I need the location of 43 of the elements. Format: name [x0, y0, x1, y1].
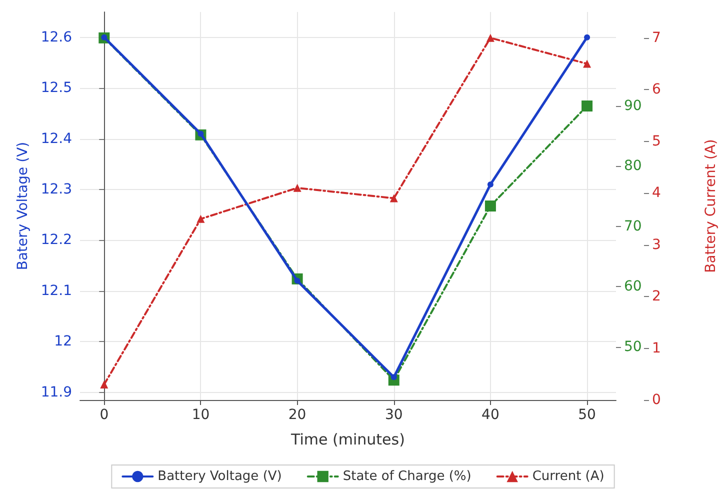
point — [486, 34, 494, 42]
y3-tick-label: 80 — [624, 158, 642, 174]
point — [484, 200, 496, 212]
legend-label: State of Charge (%) — [342, 469, 472, 484]
y2-tick-label: 6 — [652, 82, 661, 98]
y3-tick-label: 90 — [624, 98, 642, 114]
y2-tick-label: 1 — [652, 340, 661, 356]
y-tick-label: 12.2 — [40, 232, 72, 248]
y-tick-label: 12 — [54, 334, 72, 350]
y2-tick-label: 7 — [652, 30, 661, 46]
y-tick-label: 12.3 — [40, 182, 72, 198]
point — [100, 380, 108, 388]
point — [487, 181, 494, 188]
point — [196, 214, 205, 223]
x-tick-label: 50 — [578, 407, 596, 423]
point — [293, 184, 302, 192]
y2-tick-label: 3 — [652, 236, 661, 253]
y2-tick-label: 2 — [652, 288, 661, 305]
x-tick-label: 30 — [384, 407, 403, 423]
x-axis-title: Time (minutes) — [290, 430, 405, 448]
point — [390, 194, 398, 202]
x-tick-label: 20 — [288, 407, 306, 423]
y-axis-title: Batery Voltage (V) — [14, 142, 31, 270]
x-tick-label: 40 — [482, 407, 500, 423]
x-tick-label: 10 — [192, 407, 210, 423]
point — [584, 34, 590, 40]
y-tick-label: 12.6 — [40, 29, 72, 46]
y2-tick-label: 4 — [652, 185, 661, 202]
y2-axis-title: Battery Current (A) — [703, 139, 719, 273]
legend-label: Battery Voltage (V) — [158, 469, 282, 484]
y3-tick-label: 60 — [624, 278, 642, 295]
y-tick-label: 11.9 — [40, 384, 72, 400]
y2-tick-label: 5 — [652, 133, 661, 150]
point — [583, 60, 592, 68]
y-tick-label: 12.5 — [40, 80, 72, 96]
y3-tick-label: 50 — [624, 338, 642, 355]
y-tick-label: 12.1 — [40, 282, 72, 299]
y2-tick-label: 0 — [652, 392, 661, 408]
point — [582, 100, 593, 112]
legend-label: Current (A) — [532, 469, 604, 484]
y3-tick-label: 70 — [624, 218, 642, 234]
y-tick-label: 12.4 — [40, 130, 72, 147]
x-tick-label: 0 — [100, 407, 109, 423]
